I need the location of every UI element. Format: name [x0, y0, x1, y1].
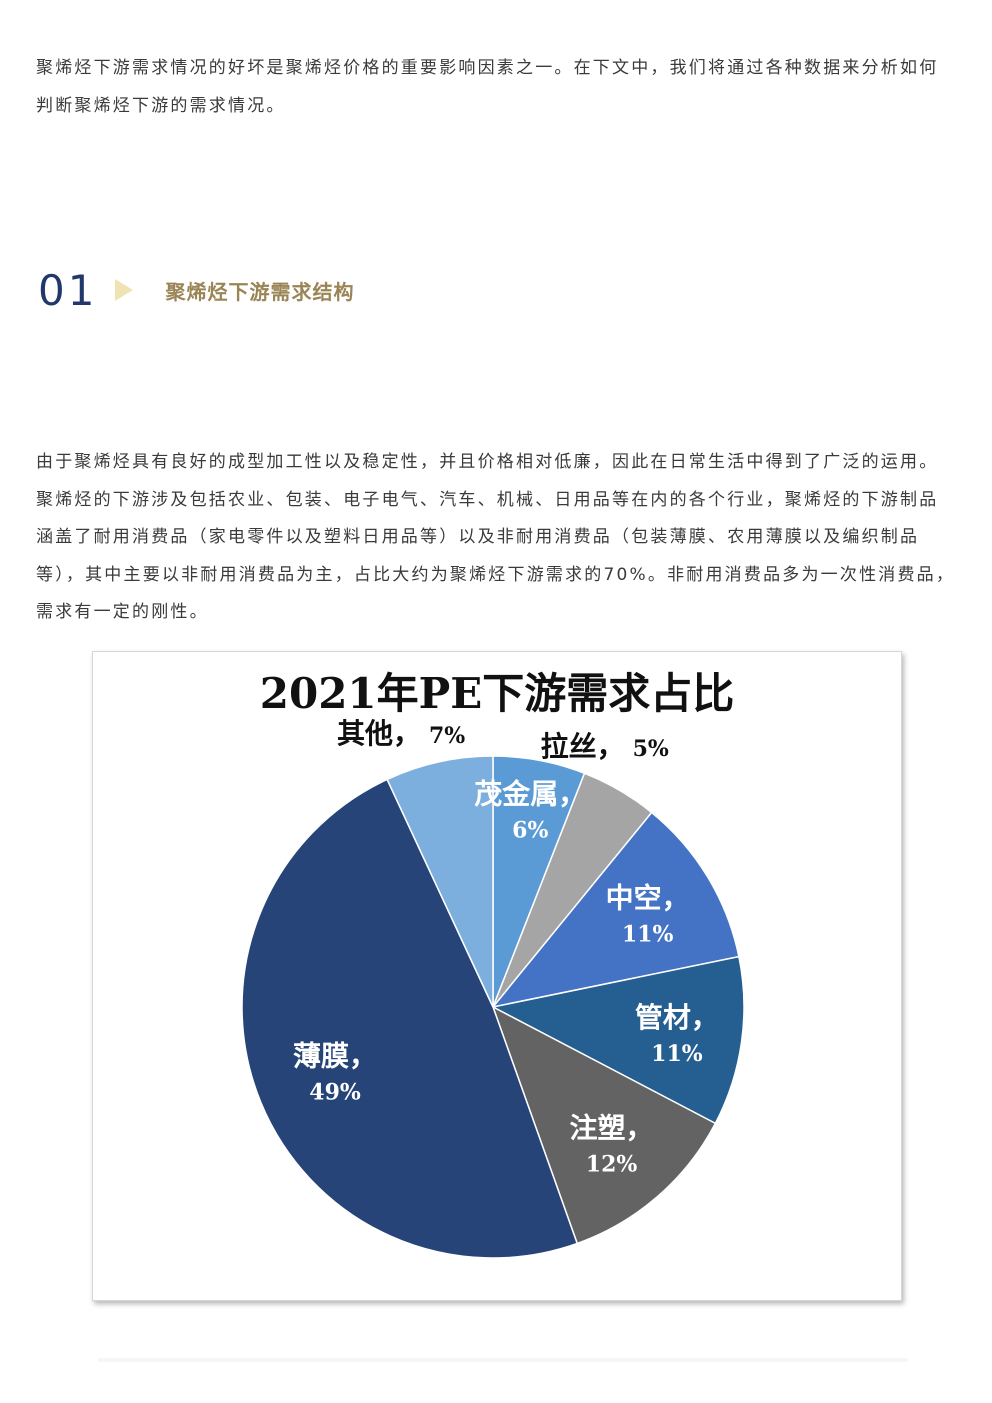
slice-label: 薄膜，: [293, 1040, 377, 1073]
slice-percent: 7%: [429, 723, 465, 749]
slice-label: 注塑，: [570, 1111, 654, 1144]
pie-slice: [241, 778, 579, 1259]
pie-slice: [490, 955, 745, 1125]
slice-label: 其他，: [337, 717, 421, 750]
slice-label: 茂金属，: [474, 778, 586, 811]
body-paragraph: 由于聚烯烃具有良好的成型加工性以及稳定性，并且价格相对低廉，因此在日常生活中得到…: [36, 452, 956, 622]
section-heading: 01 聚烯烃下游需求结构: [38, 262, 354, 318]
slice-percent: 11%: [622, 921, 674, 947]
slice-percent: 49%: [309, 1080, 361, 1106]
pie-chart: 2021年PE下游需求占比 茂金属， 6% 拉丝， 5% 中空， 11% 管材， 11% 注塑，…: [241, 669, 745, 1259]
chart-title: 2021年PE下游需求占比: [260, 669, 735, 718]
section-number: 01: [38, 265, 98, 315]
play-arrow-icon: [115, 279, 134, 301]
section-title: 聚烯烃下游需求结构: [165, 279, 355, 304]
slice-percent: 5%: [633, 736, 669, 762]
pie-slice: [491, 1005, 717, 1245]
intro-paragraph: 聚烯烃下游需求情况的好坏是聚烯烃价格的重要影响因素之一。在下文中，我们将通过各种…: [36, 58, 939, 116]
slice-percent: 11%: [651, 1041, 703, 1067]
bottom-divider: [98, 1358, 908, 1362]
slice-label: 拉丝，: [541, 730, 625, 763]
pie-slice: [386, 755, 494, 1008]
slice-percent: 12%: [586, 1151, 638, 1177]
slice-percent: 6%: [512, 818, 548, 844]
slice-label: 管材，: [635, 1001, 719, 1034]
pie-chart-figure: 2021年PE下游需求占比 茂金属， 6% 拉丝， 5% 中空， 11% 管材， 11% 注塑，…: [92, 651, 902, 1301]
pie-slice: [491, 811, 740, 1009]
slice-label: 中空，: [606, 881, 690, 914]
